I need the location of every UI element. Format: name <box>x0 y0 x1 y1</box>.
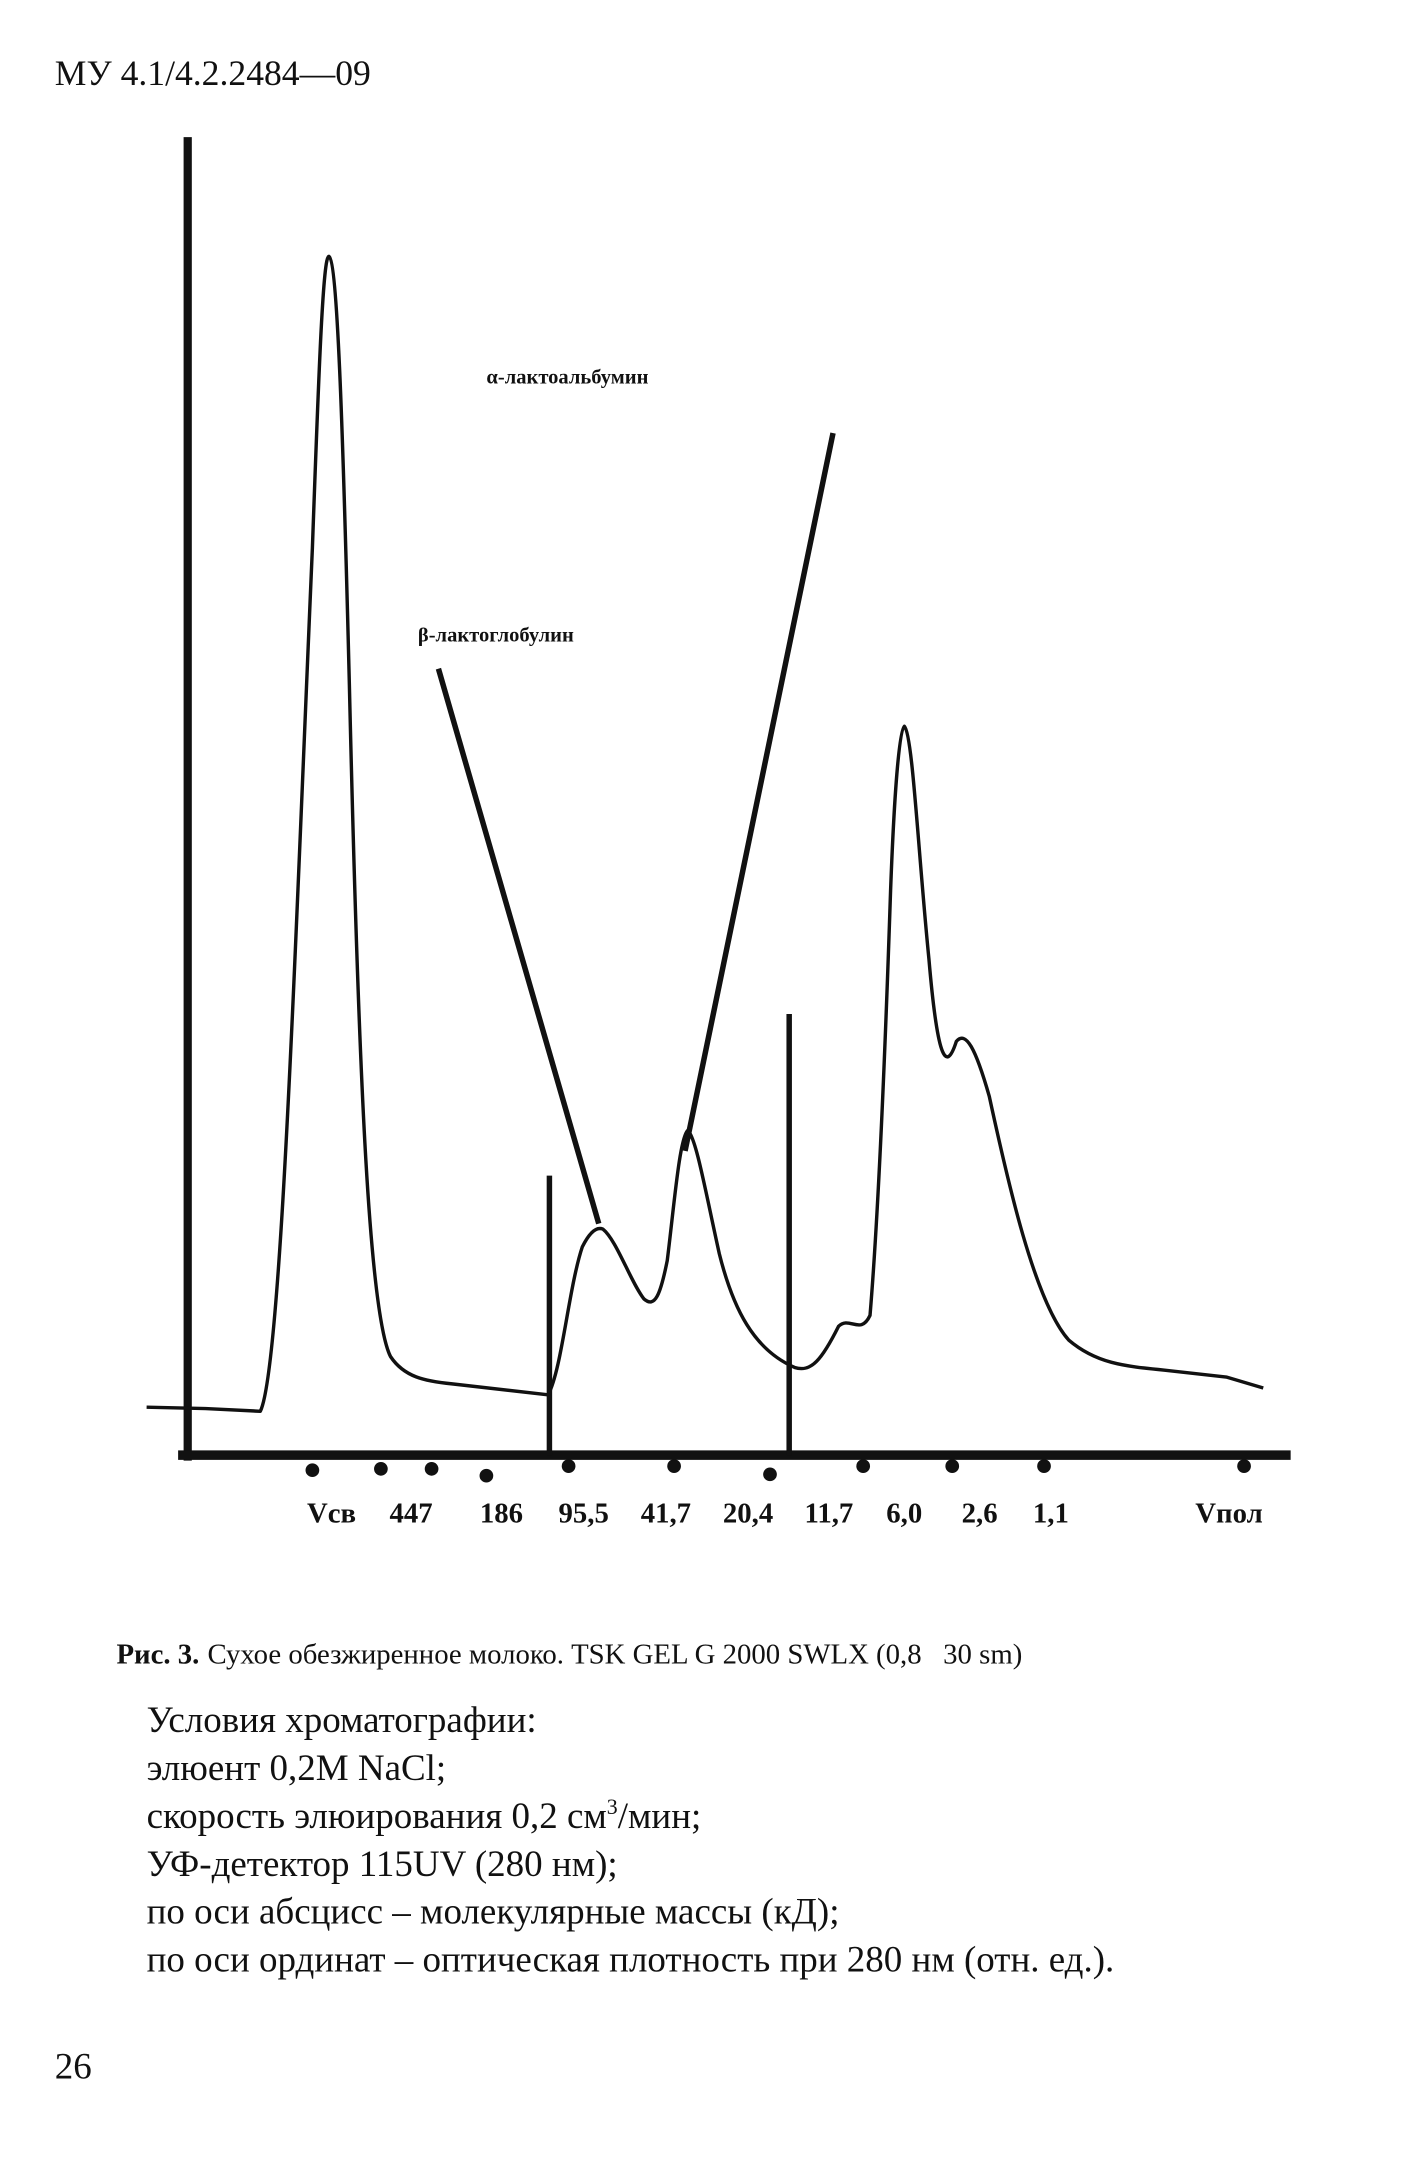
page-number: 26 <box>55 2047 92 2088</box>
tick-dot <box>1237 1459 1251 1473</box>
text: /мин; <box>618 1796 702 1837</box>
condition-line: УФ-детектор 115UV (280 нм); <box>147 1844 618 1885</box>
x-label: Vпол <box>1195 1497 1263 1529</box>
condition-line: по оси абсцисс – молекулярные массы (кД)… <box>147 1892 840 1933</box>
tick-dot <box>945 1459 960 1473</box>
annotation: α-лактоальбумин <box>486 367 648 389</box>
x-label: 20,4 <box>723 1497 773 1529</box>
trace <box>146 254 1264 1414</box>
x-label: 11,7 <box>805 1497 854 1529</box>
text: скорость элюирования 0,2 см <box>147 1796 607 1837</box>
x-label: Vсв <box>307 1497 356 1529</box>
tick-dot <box>1037 1459 1051 1473</box>
caption: Рис. 3. Сухое обезжиренное молоко. TSK GE… <box>116 1638 1022 1670</box>
x-labels: Vсв 447 186 95,5 41,7 20,4 11,7 6,0 2,6 1,1 Vпол <box>307 1497 1263 1529</box>
caption-label: Рис. 3. <box>116 1638 199 1670</box>
condition-line: скорость элюирования 0,2 см3/мин; <box>147 1794 702 1837</box>
tick-dot <box>305 1463 320 1478</box>
tick-dots <box>305 1459 1251 1483</box>
x-label: 6,0 <box>886 1497 922 1529</box>
x-label: 447 <box>389 1497 432 1529</box>
tick-dot <box>561 1459 576 1473</box>
superscript: 3 <box>607 1794 618 1819</box>
tick-dot <box>424 1461 439 1476</box>
conditions-title: Условия хроматографии: <box>147 1700 537 1741</box>
x-label: 95,5 <box>558 1497 608 1529</box>
condition-line: элюент 0,2М NaCl; <box>147 1748 447 1789</box>
annotation-pointer <box>682 432 836 1152</box>
tick-dot <box>479 1468 494 1483</box>
x-label: 1,1 <box>1033 1497 1069 1529</box>
annotation-pointer <box>435 667 602 1225</box>
tick-dot <box>763 1467 777 1482</box>
x-label: 2,6 <box>962 1497 998 1529</box>
tick-dot <box>374 1461 388 1476</box>
caption-text: Сухое обезжиренное молоко. TSK GEL G 200… <box>208 1638 1023 1670</box>
condition-line: по оси ординат – оптическая плотность пр… <box>147 1940 1115 1981</box>
tick-dot <box>856 1459 871 1473</box>
annotation: β-лактоглобулин <box>418 624 574 646</box>
x-label: 41,7 <box>641 1497 691 1529</box>
conditions: Условия хроматографии: элюент 0,2М NaCl;… <box>147 1700 1115 1981</box>
tick-dot <box>667 1459 681 1473</box>
header-title: МУ 4.1/4.2.2484—09 <box>55 53 371 93</box>
chromatogram <box>146 137 1291 1461</box>
x-label: 186 <box>480 1497 523 1529</box>
